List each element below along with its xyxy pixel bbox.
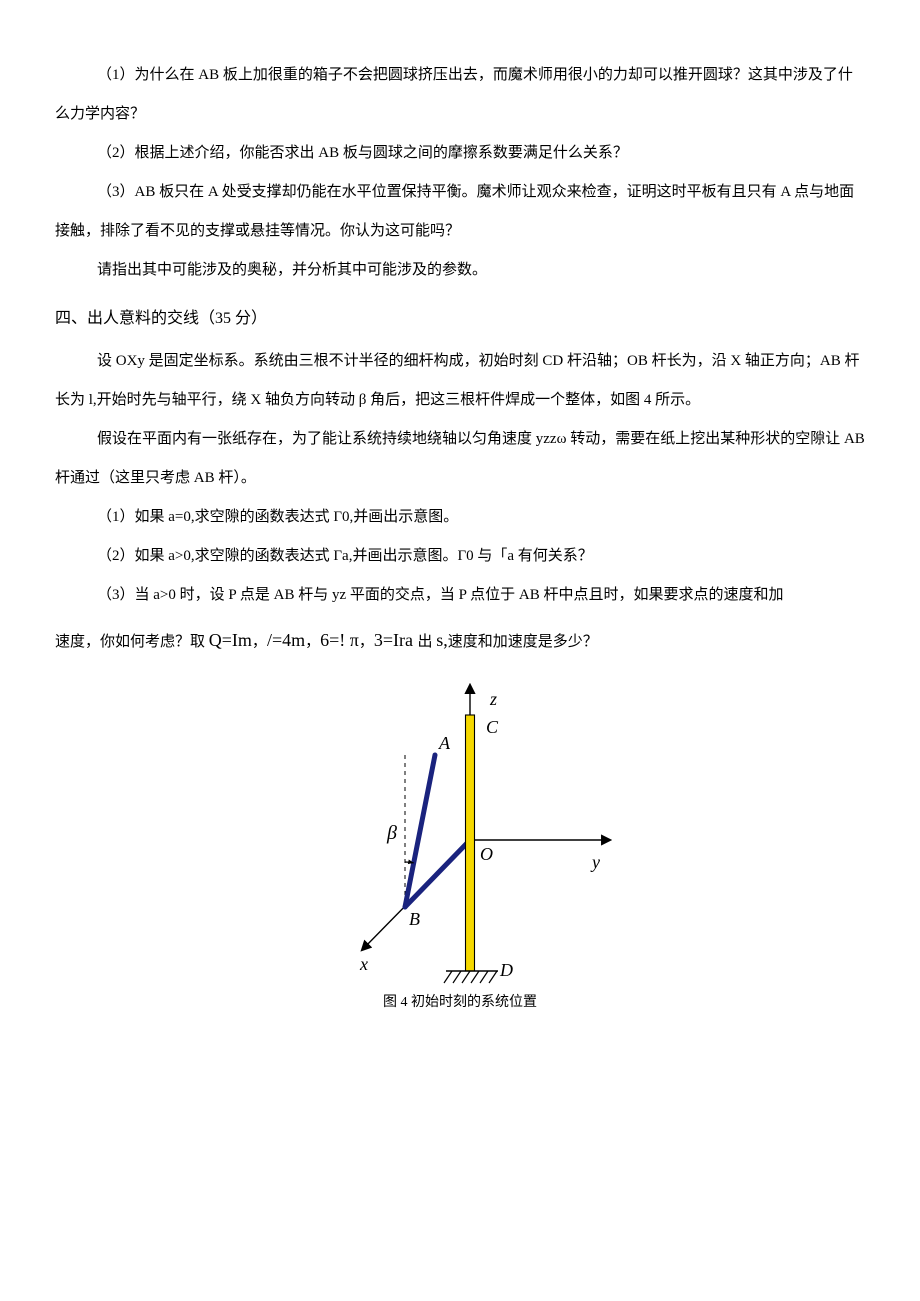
final-sep3: ， (359, 634, 374, 650)
section-4-paragraph-2: 假设在平面内有一张纸存在，为了能让系统持续地绕轴以匀角速度 yzzω 转动，需要… (55, 420, 865, 498)
final-sep2: ， (305, 634, 320, 650)
svg-text:A: A (438, 733, 451, 753)
final-sep1: ， (252, 634, 267, 650)
final-line-text: 速度，你如何考虑？取 (55, 634, 209, 650)
question-3a: （3）AB 板只在 A 处受支撑却仍能在水平位置保持平衡。魔术师让观众来检查，证… (55, 173, 865, 251)
svg-text:O: O (480, 844, 493, 864)
section-4-item-1: （1）如果 a=0,求空隙的函数表达式 Γ0,并画出示意图。 (55, 498, 865, 537)
figure-4-svg: z y x β C D O A B (300, 675, 620, 995)
svg-text:z: z (489, 689, 497, 709)
final-4m: /=4m (267, 630, 305, 650)
final-pi: π (345, 630, 359, 650)
final-tail: 出 (418, 634, 437, 650)
question-3b: 请指出其中可能涉及的奥秘，并分析其中可能涉及的参数。 (55, 251, 865, 290)
question-2: （2）根据上述介绍，你能否求出 AB 板与圆球之间的摩擦系数要满足什么关系？ (55, 134, 865, 173)
svg-text:y: y (590, 852, 600, 872)
final-6: 6=! (320, 630, 345, 650)
svg-text:x: x (359, 954, 368, 974)
svg-text:B: B (409, 909, 420, 929)
figure-4-container: z y x β C D O A B 图 4 初始时刻的系统位置 (55, 675, 865, 1013)
final-s: s, (436, 630, 448, 650)
svg-text:C: C (486, 717, 499, 737)
section-4-title: 四、出人意料的交线（35 分） (55, 298, 865, 340)
final-q: Q=Im (209, 630, 252, 650)
final-tail2: 速度和加速度是多少？ (448, 634, 598, 650)
svg-text:D: D (499, 960, 513, 980)
section-4-item-2: （2）如果 a>0,求空隙的函数表达式 Γa,并画出示意图。Γ0 与「a 有何关… (55, 537, 865, 576)
section-4-paragraph-1: 设 OXy 是固定坐标系。系统由三根不计半径的细杆构成，初始时刻 CD 杆沿轴；… (55, 342, 865, 420)
svg-text:β: β (386, 822, 397, 844)
section-4-item-3: （3）当 a>0 时，设 P 点是 AB 杆与 yz 平面的交点，当 P 点位于… (55, 576, 865, 615)
final-3: 3=Ira (374, 630, 418, 650)
figure-4-caption: 图 4 初始时刻的系统位置 (383, 993, 537, 1013)
question-1: （1）为什么在 AB 板上加很重的箱子不会把圆球挤压出去，而魔术师用很小的力却可… (55, 56, 865, 134)
section-4-final-line: 速度，你如何考虑？取 Q=Im，/=4m，6=! π，3=Ira 出 s,速度和… (55, 617, 865, 664)
